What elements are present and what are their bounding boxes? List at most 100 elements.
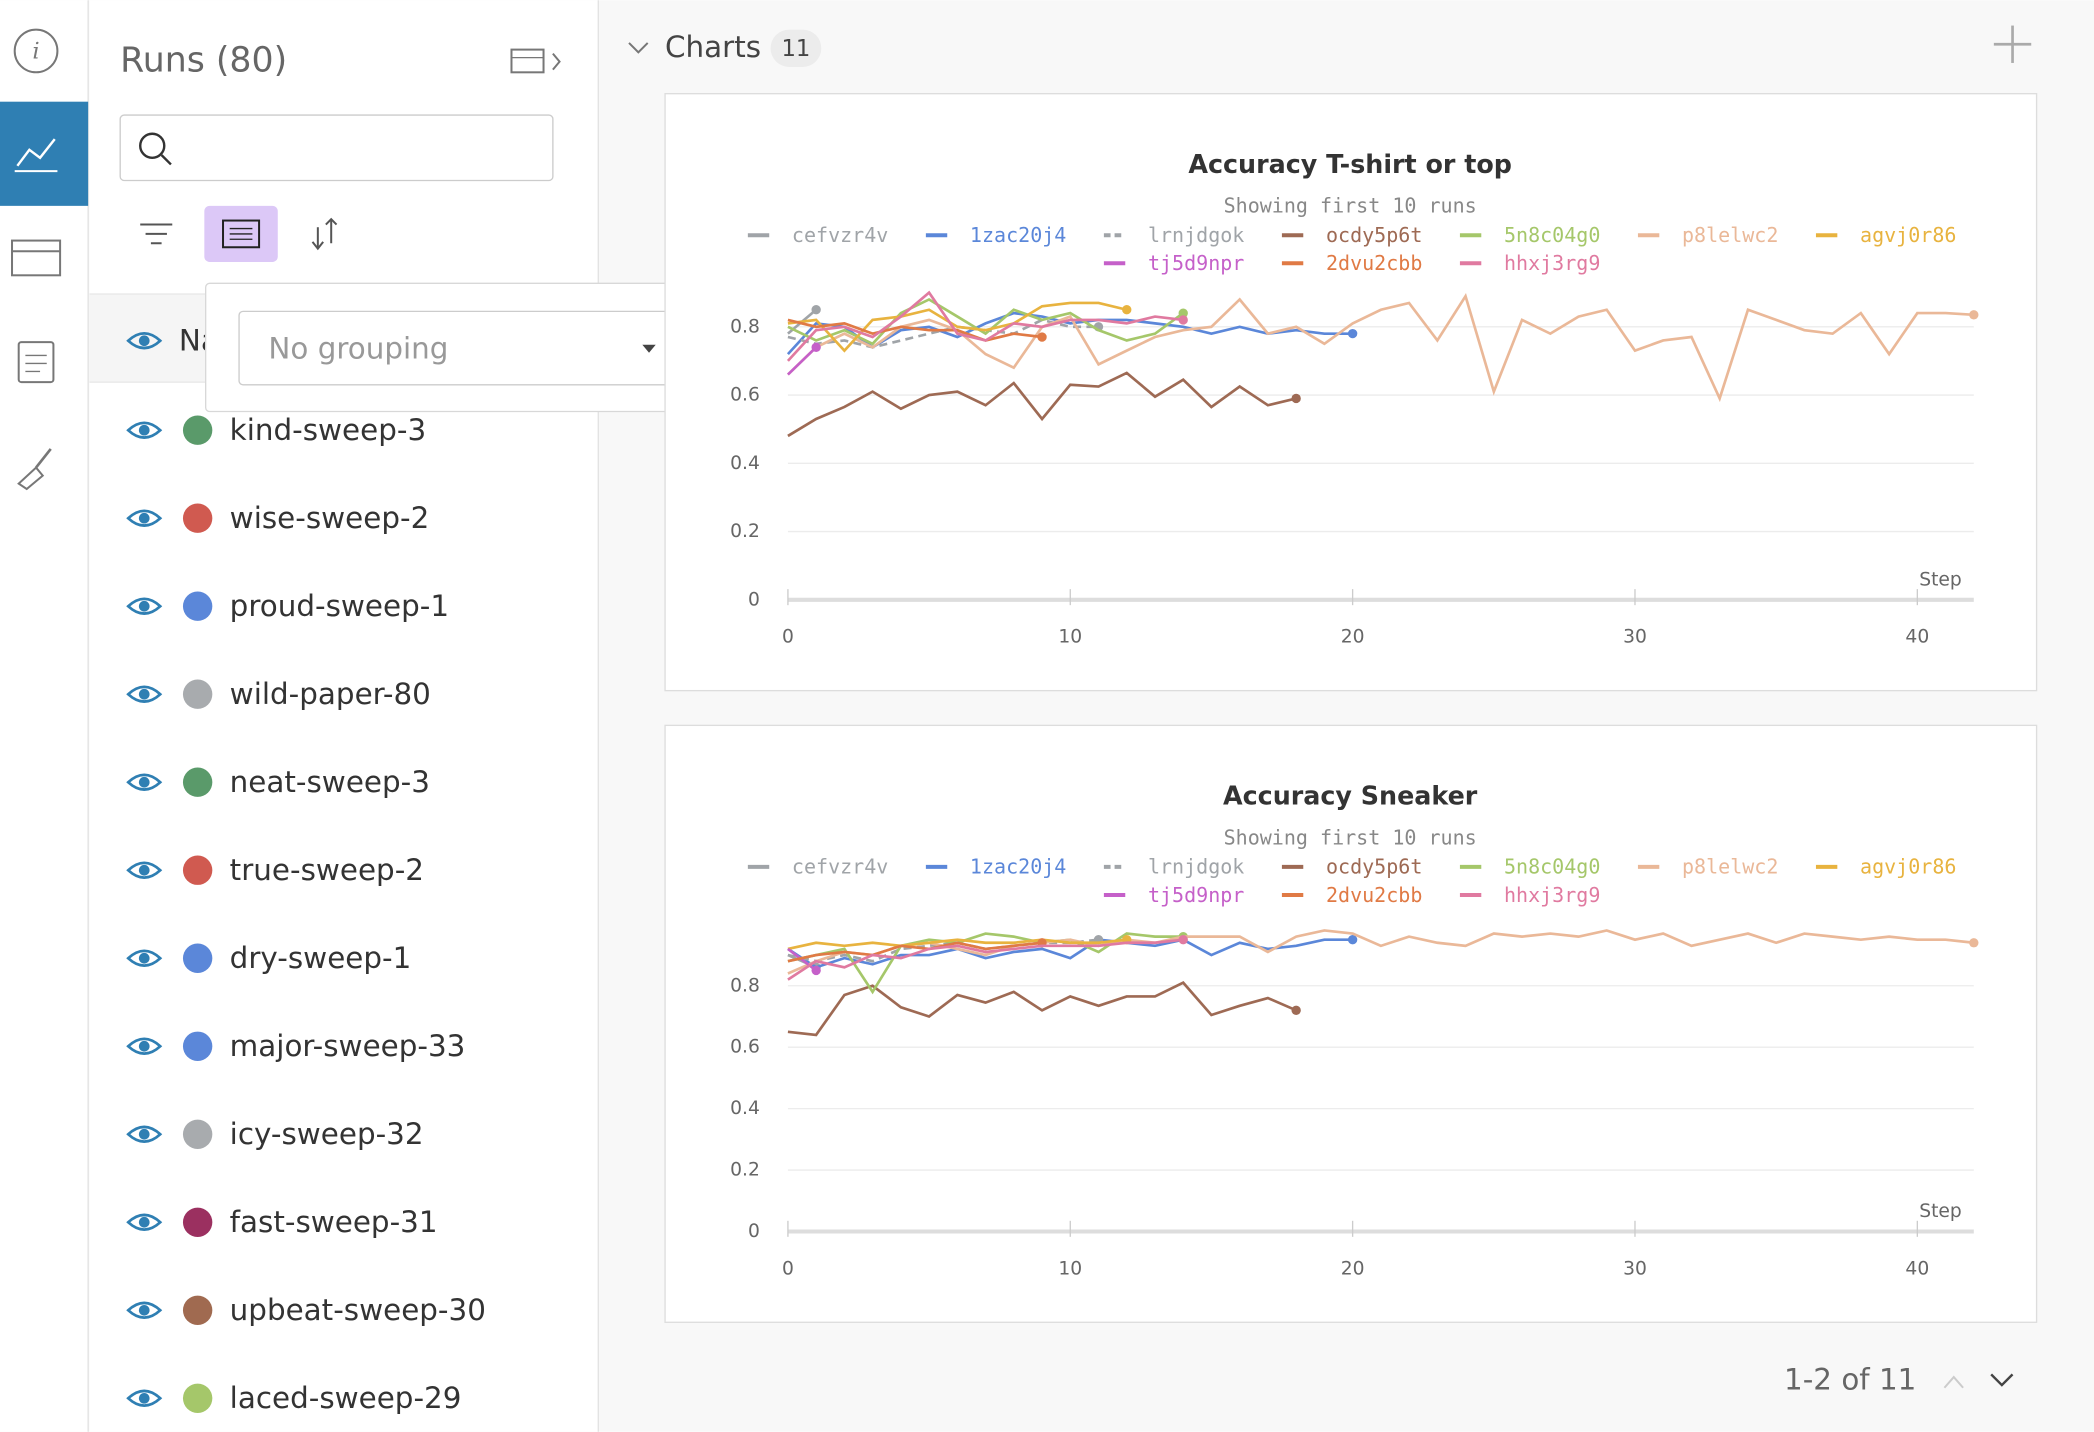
run-color [182,503,213,533]
legend-label[interactable]: agvj0r86 [1860,855,1956,879]
run-name[interactable]: proud-sweep-1 [230,589,449,623]
eye-icon[interactable] [126,773,163,791]
sort-button[interactable] [311,217,338,251]
eye-icon[interactable] [126,1389,163,1407]
table-icon[interactable] [11,239,62,277]
legend-label[interactable]: cefvzr4v [792,855,888,879]
count-badge [770,29,822,67]
series-line[interactable] [786,346,818,376]
info-icon[interactable]: i [13,28,59,74]
series-line[interactable] [787,941,1043,963]
series-end-point [1969,310,1979,320]
y-tick-label: 0.4 [730,1098,760,1119]
legend-label[interactable]: agvj0r86 [1860,223,1956,247]
legend-label[interactable]: lrnjdgok [1148,223,1244,247]
run-color [182,1295,213,1325]
series-line[interactable] [787,929,1974,975]
series-line[interactable] [787,301,1128,353]
eye-icon[interactable] [126,1037,163,1055]
run-name[interactable]: neat-sweep-3 [230,765,430,799]
legend-label[interactable]: 2dvu2cbb [1326,251,1422,275]
run-name[interactable]: true-sweep-2 [230,853,424,887]
sweep-icon[interactable] [17,448,52,491]
series-line[interactable] [787,297,1185,346]
eye-pupil [138,512,150,524]
series-end-point [1178,935,1188,945]
charts-icon [16,138,56,167]
table-toggle[interactable] [510,48,561,74]
legend-label[interactable]: ocdy5p6t [1326,855,1422,879]
legend-label[interactable]: ocdy5p6t [1326,223,1422,247]
eye-icon[interactable] [126,597,163,615]
series-end-point [1122,305,1132,315]
x-axis-label: Step [1919,569,1962,590]
legend-label[interactable]: p8lelwc2 [1682,855,1778,879]
eye-outline [126,685,163,703]
legend-label[interactable]: lrnjdgok [1148,855,1244,879]
run-name[interactable]: dry-sweep-1 [230,941,412,975]
eye-icon[interactable] [126,509,163,527]
eye-icon[interactable] [126,949,163,967]
chart-panel: Accuracy T-shirt or top Showing first 10 … [664,93,2038,692]
series-line[interactable] [787,371,1297,438]
eye-outline [126,1389,163,1407]
eye-outline [126,1037,163,1055]
eye-icon[interactable] [126,1301,163,1319]
run-name[interactable]: major-sweep-33 [230,1029,466,1063]
legend-label[interactable]: hhxj3rg9 [1504,251,1600,275]
chart-frame [664,93,2038,692]
collapse-chevron[interactable] [628,42,649,54]
run-color [182,415,213,445]
run-name[interactable]: wild-paper-80 [230,677,431,711]
run-name[interactable]: icy-sweep-32 [230,1117,424,1151]
series-line[interactable] [786,290,1184,362]
legend-label[interactable]: 1zac20j4 [970,855,1066,879]
legend-label[interactable]: 5n8c04g0 [1504,855,1600,879]
legend-label[interactable]: 5n8c04g0 [1504,223,1600,247]
legend-label[interactable]: cefvzr4v [792,223,888,247]
legend-label[interactable]: 1zac20j4 [970,223,1066,247]
legend-label[interactable]: p8lelwc2 [1682,223,1778,247]
page-down[interactable] [1990,1373,2014,1387]
run-name[interactable]: fast-sweep-31 [230,1205,438,1239]
eye-icon[interactable] [126,1213,163,1231]
series-line[interactable] [787,938,1127,951]
y-tick-label: 0.6 [730,1037,760,1058]
page-up[interactable] [1943,1375,1964,1389]
series-line[interactable] [786,292,1974,403]
run-name[interactable]: upbeat-sweep-30 [230,1293,486,1327]
series-line[interactable] [787,981,1297,1037]
y-tick-label: 0.6 [730,385,760,406]
run-name[interactable]: laced-sweep-29 [230,1381,462,1415]
series-line[interactable] [787,947,817,972]
eye-icon[interactable] [126,861,163,879]
legend-label[interactable]: 2dvu2cbb [1326,883,1422,907]
eye-icon[interactable] [126,421,163,439]
eye-pupil [138,1040,150,1052]
filter-button[interactable] [140,223,173,245]
y-tick-label: 0.2 [730,1160,760,1181]
eye-outline [126,421,163,439]
legend-label[interactable]: tj5d9npr [1148,883,1244,907]
series-end-point [811,965,821,976]
run-name[interactable]: wise-sweep-2 [230,501,430,535]
chart-title: Accuracy T-shirt or top [1188,149,1512,179]
add-panel[interactable] [1993,25,2032,63]
run-name[interactable]: kind-sweep-3 [230,413,426,447]
legend-label[interactable]: tj5d9npr [1148,251,1244,275]
eye-icon[interactable] [126,685,163,703]
y-tick-label: 0.2 [730,521,760,542]
eye-icon[interactable] [126,332,163,350]
series-line[interactable] [787,938,1184,981]
x-tick-label: 10 [1058,627,1082,648]
legend-label[interactable]: hhxj3rg9 [1504,883,1600,907]
series-end-point [1347,935,1358,945]
eye-icon[interactable] [126,1125,163,1143]
search-icon [139,132,172,166]
chart-subtitle: Showing first 10 runs [1224,825,1477,849]
report-icon[interactable] [17,341,55,384]
run-color [182,1383,213,1413]
series-line[interactable] [787,318,1043,342]
search-box[interactable] [119,114,554,182]
